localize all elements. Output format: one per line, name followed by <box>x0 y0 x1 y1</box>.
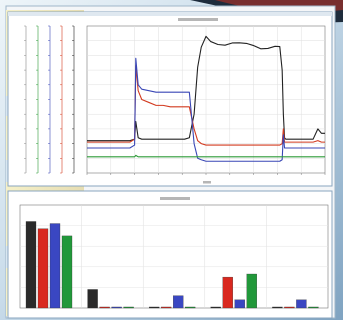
bar-chart-title <box>160 197 190 200</box>
bar-chart-window <box>7 190 333 319</box>
line-chart-xlabel <box>203 181 211 184</box>
line-series-2 <box>87 57 325 162</box>
bar-1-0 <box>87 289 98 309</box>
bar-4-1 <box>284 306 295 309</box>
bar-1-1 <box>99 306 110 309</box>
bar-3-1 <box>222 276 233 309</box>
line-chart-window <box>7 11 333 187</box>
bar-0-0 <box>25 221 37 309</box>
bar-1-3 <box>123 306 134 309</box>
bar-0-2 <box>49 223 61 309</box>
line-chart-axis-strips <box>24 25 75 174</box>
bar-2-0 <box>149 306 160 309</box>
bar-3-0 <box>210 306 221 309</box>
bar-1-2 <box>111 306 122 309</box>
line-series-3 <box>87 154 325 158</box>
bar-0-1 <box>37 228 49 309</box>
bar-0-3 <box>61 235 73 309</box>
bar-4-0 <box>272 306 283 309</box>
bar-4-2 <box>296 299 307 309</box>
line-chart-series <box>87 35 325 162</box>
bar-4-3 <box>308 306 319 309</box>
bar-2-2 <box>173 295 184 309</box>
bar-2-1 <box>161 306 172 309</box>
line-chart-title <box>178 18 218 21</box>
bar-2-3 <box>185 306 196 309</box>
bar-3-3 <box>246 273 257 309</box>
bar-chart-bars <box>25 221 319 309</box>
bar-3-2 <box>234 299 245 309</box>
